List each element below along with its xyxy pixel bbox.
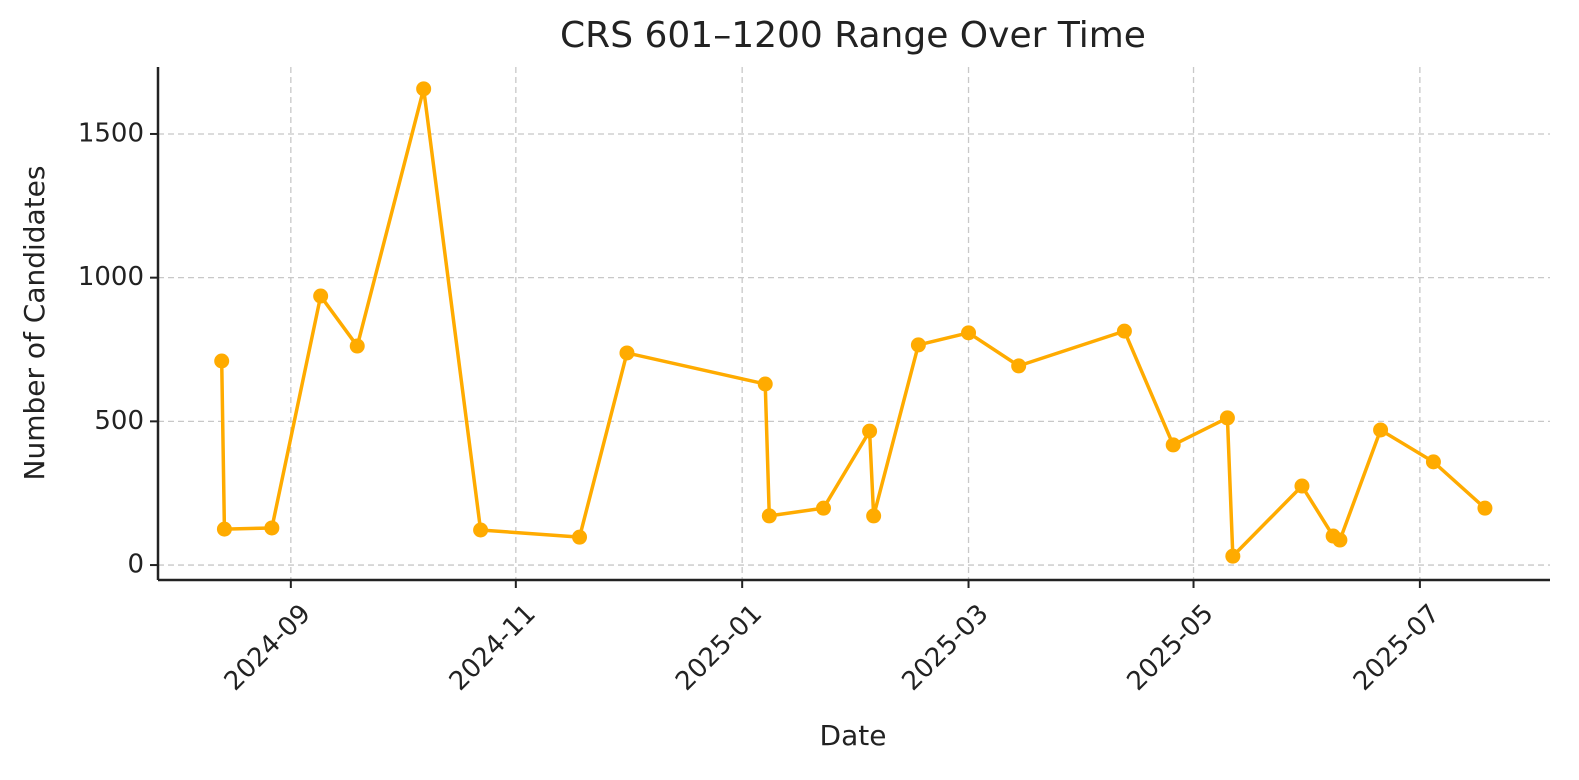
point (910, 337, 926, 353)
y-tick-label: 500 (94, 406, 144, 436)
point (1294, 478, 1310, 494)
point (313, 288, 329, 304)
point (1425, 454, 1441, 470)
point (1116, 323, 1132, 339)
point (619, 345, 635, 361)
point (1165, 437, 1181, 453)
y-axis-label: Number of Candidates (18, 166, 51, 481)
point (264, 520, 280, 536)
point (1219, 410, 1235, 426)
y-tick-label: 1000 (78, 262, 144, 292)
point (416, 81, 432, 97)
x-tick-label: 2025-01 (670, 599, 768, 697)
point (1225, 548, 1241, 564)
point (1477, 500, 1493, 516)
point (1373, 422, 1389, 438)
point (572, 529, 588, 545)
x-tick-label: 2024-09 (219, 599, 317, 697)
x-tick-label: 2025-05 (1121, 599, 1219, 697)
point (761, 508, 777, 524)
point (1332, 532, 1348, 548)
point (349, 338, 365, 354)
x-tick-label: 2024-11 (444, 599, 542, 697)
point (473, 522, 489, 538)
point (866, 508, 882, 524)
point (216, 521, 232, 537)
point (961, 325, 977, 341)
point (1011, 358, 1027, 374)
x-tick-label: 2025-03 (896, 599, 994, 697)
chart-title: CRS 601–1200 Range Over Time (560, 15, 1146, 56)
point (862, 423, 878, 439)
point (214, 353, 230, 369)
point (757, 376, 773, 392)
x-axis-label: Date (820, 719, 887, 752)
y-tick-label: 0 (127, 550, 144, 580)
x-tick-label: 2025-07 (1348, 599, 1446, 697)
point (816, 500, 832, 516)
y-tick-label: 1500 (78, 118, 144, 148)
